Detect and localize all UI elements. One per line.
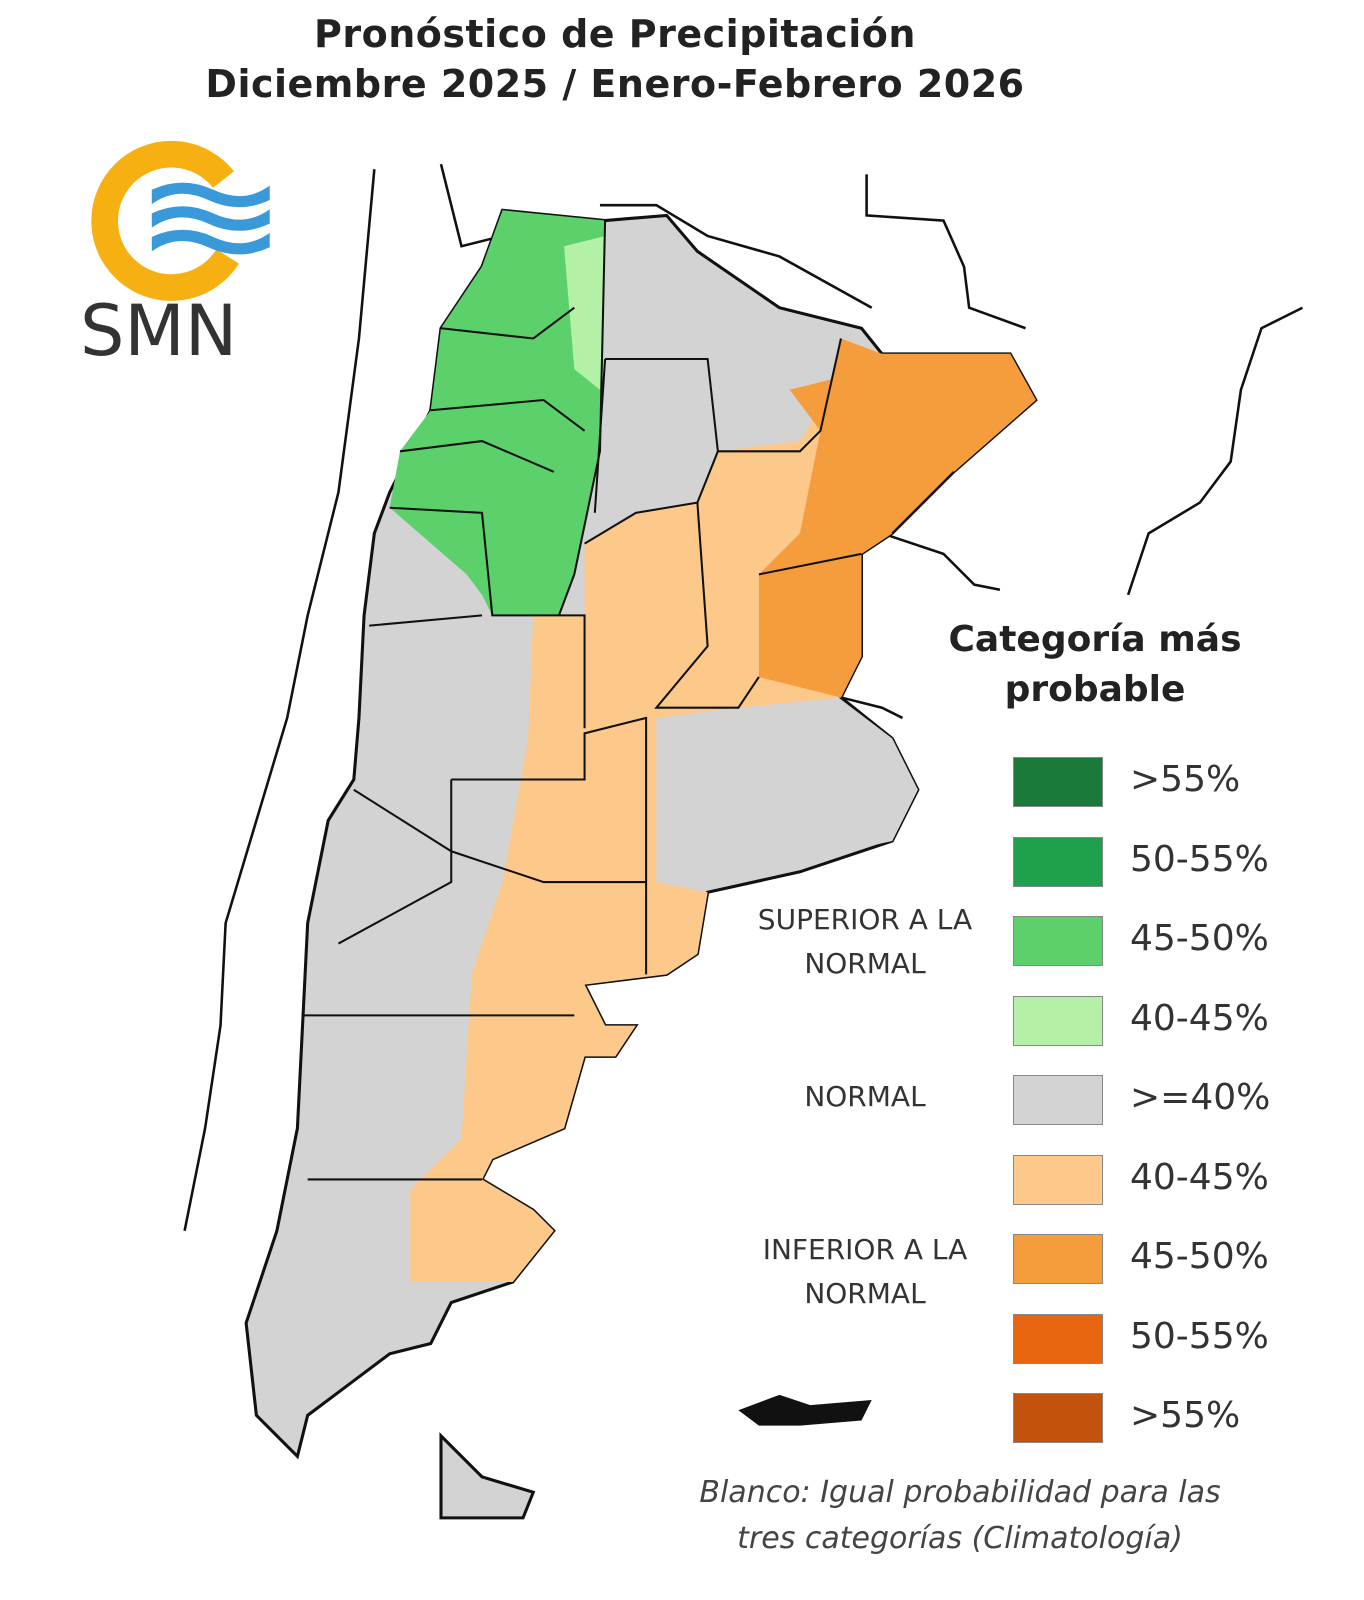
legend-label: >=40% (1130, 1077, 1271, 1118)
legend-label: >55% (1130, 1395, 1241, 1436)
legend-label: 45-50% (1130, 1236, 1269, 1277)
legend-swatch (1013, 916, 1103, 966)
footnote: Blanco: Igual probabilidad para las tres… (699, 1475, 1221, 1556)
legend-label: 50-55% (1130, 838, 1269, 880)
legend-swatch (1013, 757, 1103, 807)
group-label: INFERIOR A LA NORMAL (762, 1233, 968, 1310)
legend-label: 40-45% (1130, 1156, 1269, 1198)
subtitle: Diciembre 2025 / Enero-Febrero 2026 (205, 62, 1025, 106)
legend-swatch (1013, 1313, 1103, 1364)
border-lines (183, 163, 1304, 1231)
region-below-45-50 (758, 338, 1036, 698)
province-lines (302, 220, 955, 1181)
legend-swatch (1013, 1393, 1103, 1443)
legend-swatch (1013, 1234, 1103, 1284)
islands (738, 1394, 872, 1426)
logo-mark (91, 140, 270, 301)
legend-label: >55% (1130, 759, 1241, 800)
legend-swatch (1013, 1154, 1103, 1205)
legend-swatch (1013, 1075, 1103, 1125)
legend-title: Categoría más probable (948, 619, 1242, 710)
legend-swatch (1013, 995, 1103, 1046)
group-label: NORMAL (804, 1080, 926, 1113)
legend-swatch (1013, 836, 1103, 887)
region-above-40-45 (564, 235, 606, 390)
region-above-45-50 (389, 210, 606, 616)
legend-label: 45-50% (1130, 918, 1269, 959)
title: Pronóstico de Precipitación (314, 12, 916, 56)
region-below-40-45 (410, 338, 1036, 1283)
tierra-del-fuego (439, 1432, 536, 1520)
group-label: SUPERIOR A LA NORMAL (757, 903, 973, 980)
legend-label: 50-55% (1130, 1315, 1269, 1357)
region-normal-east (717, 699, 918, 862)
logo-text: SMN (80, 290, 238, 372)
legend-label: 40-45% (1130, 997, 1269, 1039)
